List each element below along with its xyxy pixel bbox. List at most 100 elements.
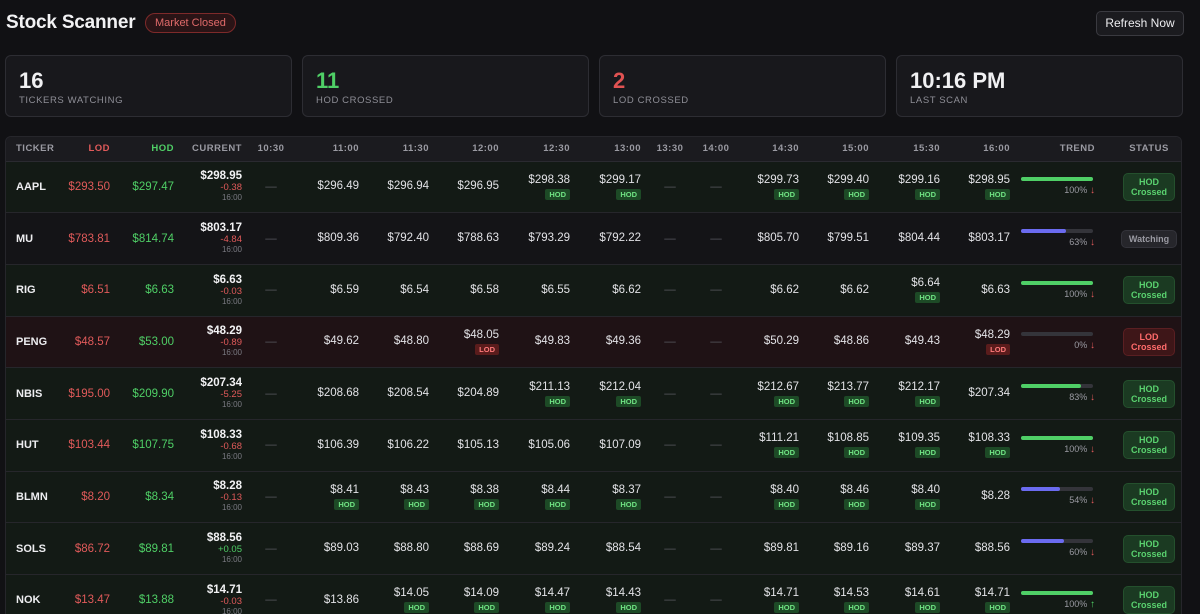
slot-price: $208.68: [317, 387, 359, 400]
slot-cell: $14.61 HOD: [875, 574, 946, 614]
slot-price: $8.40: [770, 483, 799, 496]
slot-cell: $792.40: [365, 212, 435, 265]
trend-bar-fill: [1021, 539, 1065, 544]
slot-cell: $111.21 HOD: [739, 419, 805, 472]
column-header[interactable]: TICKER: [6, 137, 58, 162]
trend-bar-fill: [1021, 229, 1067, 234]
hod-cell: $107.75: [116, 419, 180, 472]
slot-price: $108.33: [968, 432, 1010, 445]
refresh-button[interactable]: Refresh Now: [1096, 11, 1184, 36]
ticker-cell[interactable]: AAPL: [6, 161, 58, 214]
slot-cell: $296.94: [365, 161, 435, 214]
table-row[interactable]: NBIS $195.00 $209.90 $207.34 -5.25 16:00— $208…: [6, 367, 1181, 420]
table-row[interactable]: SOLS $86.72 $89.81 $88.56 +0.05 16:00— $89.03 $…: [6, 522, 1181, 575]
slot-price: $299.17: [599, 173, 641, 186]
ticker-cell[interactable]: SOLS: [6, 522, 58, 575]
slot-cell: $809.36: [294, 212, 365, 265]
trend-cell: 100% ↑: [1016, 574, 1113, 614]
slot-cell: $108.33 HOD: [946, 419, 1016, 472]
column-header[interactable]: 15:00: [805, 137, 875, 162]
ticker-cell[interactable]: MU: [6, 212, 58, 265]
slot-cell: $108.85 HOD: [805, 419, 875, 472]
slot-price: $49.36: [605, 335, 641, 348]
column-header[interactable]: 11:00: [294, 137, 365, 162]
status-badge: HOD Crossed: [1123, 379, 1175, 408]
slot-price: $106.39: [317, 438, 359, 451]
column-header[interactable]: 13:30: [647, 137, 693, 162]
current-cell: $803.17 -4.84 16:00: [180, 212, 248, 265]
card-label: Tickers Watching: [19, 95, 124, 106]
slot-price: $8.38: [470, 483, 499, 496]
column-header[interactable]: 10:30: [248, 137, 294, 162]
table-row[interactable]: BLMN $8.20 $8.34 $8.28 -0.13 16:00— $8.41 HOD $8…: [6, 471, 1181, 524]
slot-cell: $14.05 HOD: [365, 574, 435, 614]
column-header[interactable]: 12:00: [435, 137, 505, 162]
current-time: 16:00: [221, 555, 242, 565]
slot-price: $212.17: [898, 380, 940, 393]
column-header[interactable]: HOD: [116, 137, 180, 162]
trend-bar-fill: [1021, 435, 1093, 440]
trend-bar-fill: [1021, 487, 1060, 492]
column-header[interactable]: 15:30: [875, 137, 946, 162]
current-price: $6.63: [213, 273, 242, 286]
hod-tag: HOD: [915, 292, 940, 304]
slot-price: $803.17: [968, 232, 1010, 245]
empty-slot-cell: —: [647, 522, 693, 575]
column-header[interactable]: CURRENT: [180, 137, 248, 162]
arrow-down-icon: ↓: [1087, 237, 1095, 249]
empty-slot-cell: —: [248, 367, 294, 420]
table-row[interactable]: HUT $103.44 $107.75 $108.33 -0.68 16:00— $106.…: [6, 419, 1181, 472]
trend-cell: 0% ↓: [1016, 316, 1113, 369]
current-time: 16:00: [221, 245, 242, 255]
slot-price: $105.06: [528, 438, 570, 451]
column-header[interactable]: 13:00: [576, 137, 647, 162]
table-row[interactable]: MU $783.81 $814.74 $803.17 -4.84 16:00— $809.3…: [6, 212, 1181, 265]
slot-cell: $298.38 HOD: [505, 161, 576, 214]
ticker-cell[interactable]: BLMN: [6, 471, 58, 524]
ticker-cell[interactable]: RIG: [6, 264, 58, 317]
column-header[interactable]: TREND: [1016, 137, 1113, 162]
current-price: $207.34: [200, 377, 242, 390]
slot-price: $14.53: [833, 587, 869, 600]
trend-percent-value: 100%: [1064, 185, 1088, 196]
slot-cell: $6.62: [739, 264, 805, 317]
ticker-cell[interactable]: HUT: [6, 419, 58, 472]
column-header[interactable]: 14:30: [739, 137, 805, 162]
table-row[interactable]: AAPL $293.50 $297.47 $298.95 -0.38 16:00— $296…: [6, 161, 1181, 214]
table-row[interactable]: NOK $13.47 $13.88 $14.71 -0.03 16:00— $13.86 $1…: [6, 574, 1181, 614]
slot-cell: $106.39: [294, 419, 365, 472]
hod-tag: HOD: [545, 498, 570, 510]
ticker-cell[interactable]: NBIS: [6, 367, 58, 420]
status-badge: Watching: [1120, 229, 1178, 248]
hod-tag: HOD: [844, 188, 869, 200]
trend-bar-fill: [1021, 177, 1093, 182]
column-header[interactable]: STATUS: [1113, 137, 1181, 162]
slot-cell: $299.17 HOD: [576, 161, 647, 214]
slot-price: $792.22: [599, 232, 641, 245]
trend-cell: 100% ↓: [1016, 419, 1113, 472]
ticker-cell[interactable]: NOK: [6, 574, 58, 614]
slot-cell: $48.80: [365, 316, 435, 369]
slot-price: $299.40: [827, 173, 869, 186]
trend-percent: 100% ↓: [1016, 444, 1095, 455]
table-row[interactable]: PENG $48.57 $53.00 $48.29 -0.89 16:00— $49.62 $…: [6, 316, 1181, 369]
trend-bar: [1021, 435, 1093, 440]
column-header[interactable]: LOD: [58, 137, 116, 162]
slot-price: $788.63: [457, 232, 499, 245]
column-header[interactable]: 16:00: [946, 137, 1016, 162]
slot-cell: $803.17: [946, 212, 1016, 265]
column-header[interactable]: 14:00: [693, 137, 739, 162]
empty-slot-cell: —: [647, 471, 693, 524]
column-header[interactable]: 11:30: [365, 137, 435, 162]
status-cell: HOD Crossed: [1113, 264, 1181, 317]
empty-slot-cell: —: [693, 522, 739, 575]
slot-cell: $211.13 HOD: [505, 367, 576, 420]
empty-slot-cell: —: [647, 316, 693, 369]
trend-percent: 60% ↓: [1016, 547, 1095, 558]
slot-price: $799.51: [827, 232, 869, 245]
slot-cell: $792.22: [576, 212, 647, 265]
table-row[interactable]: RIG $6.51 $6.63 $6.63 -0.03 16:00— $6.59 $6.54 $…: [6, 264, 1181, 317]
ticker-cell[interactable]: PENG: [6, 316, 58, 369]
slot-price: $6.62: [770, 283, 799, 296]
column-header[interactable]: 12:30: [505, 137, 576, 162]
